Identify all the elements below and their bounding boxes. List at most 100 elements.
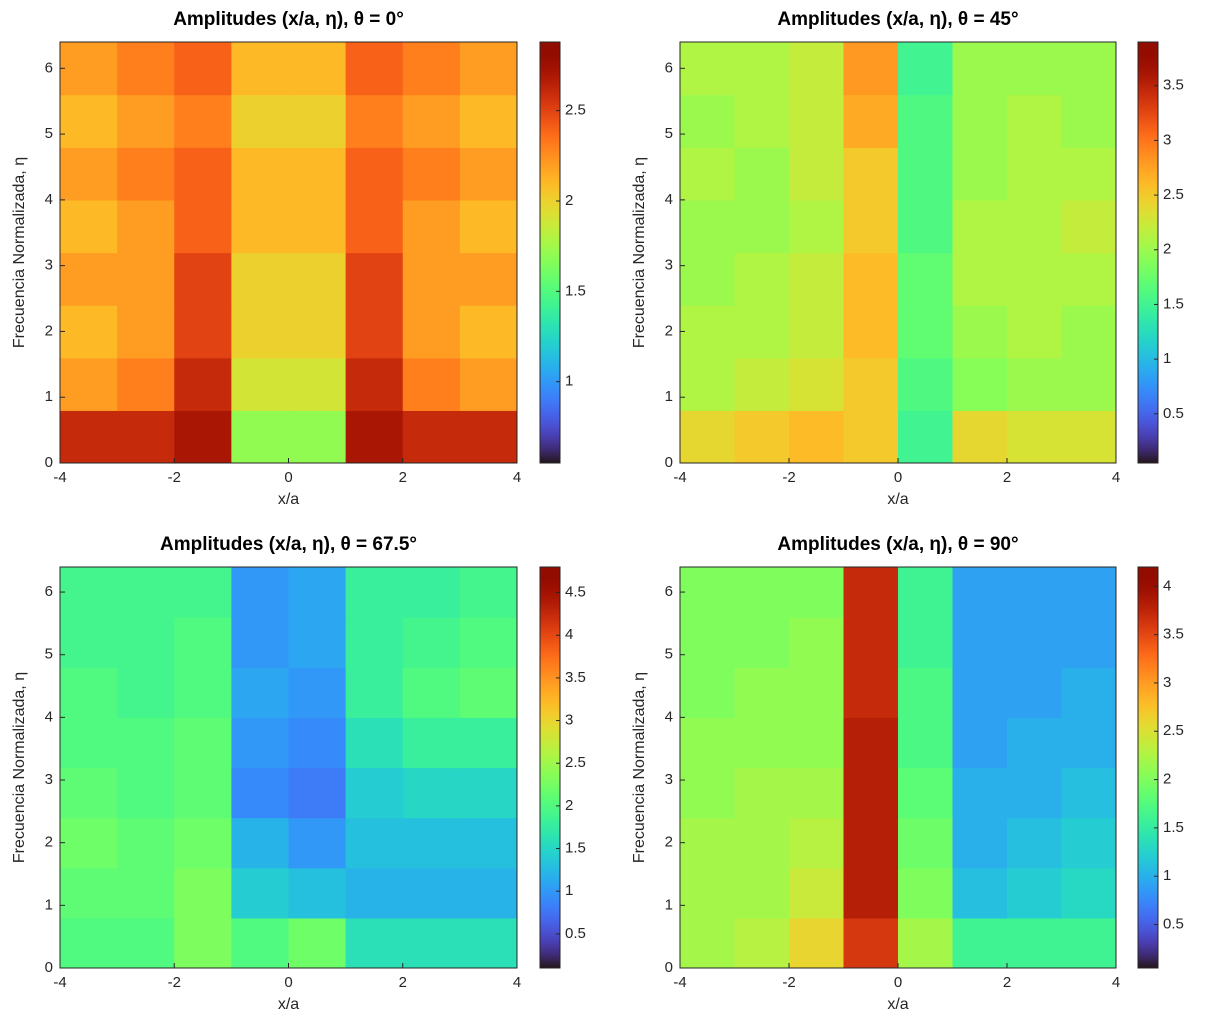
colorbar	[539, 41, 561, 464]
colorbar-tick-label: 1.5	[565, 840, 586, 857]
heatmap-cell	[459, 147, 517, 201]
heatmap-cell	[843, 567, 899, 618]
x-tick-label: 0	[894, 974, 902, 991]
heatmap-cell	[60, 305, 118, 359]
heatmap-cell	[174, 94, 232, 148]
heatmap-cell	[231, 817, 290, 869]
x-tick-label: 4	[513, 469, 521, 486]
heatmap-cell	[117, 357, 175, 411]
y-tick-label: 3	[665, 771, 673, 788]
heatmap-cell	[345, 410, 404, 463]
heatmap-cell	[60, 567, 118, 618]
heatmap-cell	[60, 199, 118, 254]
heatmap-cell	[1007, 767, 1063, 819]
heatmap-cell	[288, 42, 347, 96]
heatmap-cell	[117, 667, 175, 718]
heatmap-cell	[1061, 567, 1116, 618]
heatmap-cell	[1007, 199, 1063, 254]
heatmap-cell	[734, 917, 790, 968]
heatmap-cell	[174, 42, 232, 96]
heatmap-cell	[345, 917, 404, 968]
heatmap-cell	[734, 94, 790, 148]
heatmap-cell	[1061, 252, 1116, 306]
heatmap-cell	[345, 199, 404, 254]
y-tick-label: 5	[665, 125, 673, 142]
heatmap-cell	[898, 94, 954, 148]
heatmap-cell	[174, 917, 232, 968]
heatmap-cell	[231, 42, 290, 96]
heatmap-cell	[1061, 42, 1116, 96]
y-axis-label: Frecuencia Normalizada, η	[631, 672, 648, 863]
heatmap-cell	[459, 42, 517, 96]
heatmap-cell	[952, 767, 1008, 819]
y-tick-label: 6	[45, 583, 53, 600]
heatmap-cell	[174, 252, 232, 306]
heatmap-cell	[174, 717, 232, 769]
heatmap-cell	[734, 252, 790, 306]
heatmap-cell	[898, 917, 954, 968]
y-tick-label: 2	[665, 834, 673, 851]
x-tick-label: -4	[673, 469, 686, 486]
colorbar-tick-label: 2	[565, 797, 573, 814]
heatmap-cell	[117, 147, 175, 201]
heatmap-cell	[843, 147, 899, 201]
heatmap-cell	[459, 94, 517, 148]
colorbar-tick-label: 3	[565, 712, 573, 729]
heatmap-cell	[843, 667, 899, 718]
heatmap-cell	[1007, 617, 1063, 668]
heatmap-cell	[1061, 199, 1116, 254]
heatmap-cell	[231, 717, 290, 769]
heatmap-cell	[288, 410, 347, 463]
heatmap-cell	[1061, 410, 1116, 463]
heatmap-cell	[402, 717, 461, 769]
x-tick-label: 0	[284, 469, 292, 486]
heatmap-cell	[734, 717, 790, 769]
heatmap-cell	[789, 767, 845, 819]
heatmap-cell	[117, 199, 175, 254]
x-tick-label: -2	[168, 469, 181, 486]
heatmap-cell	[402, 767, 461, 819]
heatmap-cells	[680, 42, 1116, 463]
heatmap-cell	[680, 867, 736, 919]
heatmap-cell	[402, 252, 461, 306]
heatmap-cell	[60, 817, 118, 869]
heatmap-cell	[345, 42, 404, 96]
heatmap-cell	[459, 817, 517, 869]
heatmap-cell	[231, 667, 290, 718]
y-axis-label: Frecuencia Normalizada, η	[631, 157, 648, 348]
x-tick-label: 0	[894, 469, 902, 486]
heatmap-cell	[459, 357, 517, 411]
heatmap-cell	[843, 94, 899, 148]
heatmap-cell	[231, 767, 290, 819]
heatmap-cell	[117, 617, 175, 668]
heatmap-cell	[1007, 147, 1063, 201]
heatmap-cell	[117, 252, 175, 306]
colorbar-tick-label: 1.5	[1163, 295, 1184, 312]
heatmap-cell	[1061, 717, 1116, 769]
heatmap-cell	[734, 817, 790, 869]
heatmap-cell	[1007, 867, 1063, 919]
heatmap-cell	[734, 867, 790, 919]
x-tick-label: 0	[284, 974, 292, 991]
colorbar	[1137, 566, 1159, 969]
heatmap-cell	[789, 410, 845, 463]
heatmap-cell	[345, 147, 404, 201]
heatmap-cell	[402, 94, 461, 148]
heatmap-cell	[734, 767, 790, 819]
heatmap-cell	[288, 817, 347, 869]
heatmap-cell	[952, 667, 1008, 718]
heatmap-cell	[231, 357, 290, 411]
heatmap-cell	[898, 667, 954, 718]
heatmap-cell	[60, 667, 118, 718]
heatmap-cell	[734, 305, 790, 359]
heatmap-cell	[734, 357, 790, 411]
heatmap-cell	[459, 917, 517, 968]
heatmap-cell	[789, 817, 845, 869]
colorbar-tick-label: 1	[1163, 867, 1171, 884]
heatmap-cell	[952, 817, 1008, 869]
colorbar-tick-label: 3.5	[565, 669, 586, 686]
chart-title: Amplitudes (x/a, η), θ = 67.5°	[160, 534, 417, 555]
heatmap-cell	[288, 357, 347, 411]
heatmap-cell	[231, 617, 290, 668]
colorbar-tick-label: 2.5	[1163, 186, 1184, 203]
